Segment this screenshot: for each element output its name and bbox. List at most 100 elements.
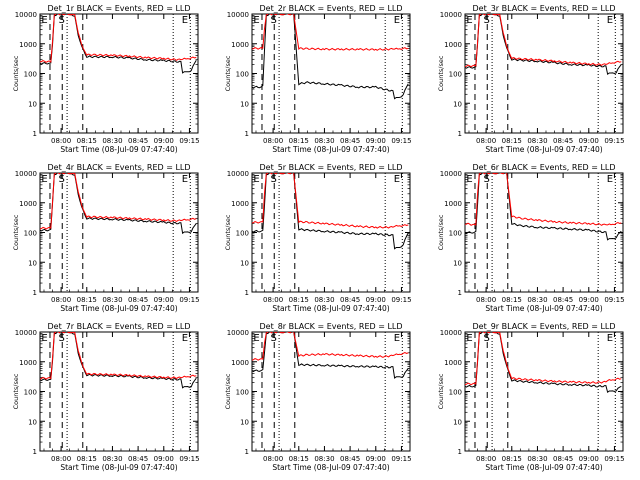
- event-marker-label: E: [253, 333, 259, 344]
- y-tick-label: 1000: [444, 200, 462, 208]
- y-tick-label: 100: [236, 71, 249, 79]
- panel-title: Det_1r BLACK = Events, RED = LLD: [47, 4, 190, 13]
- x-tick-label: 08:15: [77, 296, 97, 304]
- event-marker-label: E: [182, 174, 188, 185]
- event-marker-label: E: [394, 333, 400, 344]
- y-tick-label: 10: [453, 259, 462, 267]
- y-tick-label: 10000: [227, 329, 249, 337]
- x-tick-label: 08:45: [553, 296, 573, 304]
- x-axis-label: Start Time (08-Jul-09 07:47:40): [272, 304, 389, 313]
- x-tick-label: 09:00: [154, 296, 174, 304]
- y-tick-label: 10: [240, 100, 249, 108]
- panel-title: Det_8r BLACK = Events, RED = LLD: [259, 322, 402, 331]
- x-tick-label: 09:00: [366, 296, 386, 304]
- y-tick-label: 10: [28, 418, 37, 426]
- x-tick-label: 09:00: [579, 296, 599, 304]
- event-marker-label: S: [59, 15, 65, 26]
- y-tick-label: 100: [24, 71, 37, 79]
- y-tick-label: 100: [236, 230, 249, 238]
- x-tick-label: 08:45: [340, 137, 360, 145]
- y-axis-label: Counts/sec: [12, 55, 20, 91]
- y-tick-label: 100: [449, 230, 462, 238]
- lld-series-line: [465, 332, 622, 386]
- detector-panel-1: Det_1r BLACK = Events, RED = LLD 1 10 100 10…: [12, 4, 200, 154]
- x-tick-label: 08:45: [553, 137, 573, 145]
- lld-series-line: [40, 14, 197, 63]
- detector-panel-6: Det_6r BLACK = Events, RED = LLD 1 10 100 10…: [437, 163, 625, 313]
- event-marker-label: S: [59, 333, 65, 344]
- x-tick-label: 08:45: [128, 296, 148, 304]
- event-marker-label: E: [41, 15, 47, 26]
- y-tick-label: 1000: [444, 41, 462, 49]
- y-tick-label: 1000: [19, 41, 37, 49]
- x-axis-label: Start Time (08-Jul-09 07:47:40): [485, 463, 602, 472]
- event-marker-label: E: [182, 15, 188, 26]
- lld-series-line: [252, 332, 409, 361]
- x-tick-label: 08:15: [77, 137, 97, 145]
- x-tick-label: 08:30: [314, 137, 334, 145]
- x-tick-label: 09:00: [579, 137, 599, 145]
- x-tick-label: 09:15: [179, 137, 199, 145]
- events-series-line: [465, 332, 622, 394]
- y-tick-label: 10000: [227, 11, 249, 19]
- panel-title: Det_2r BLACK = Events, RED = LLD: [259, 4, 402, 13]
- x-axis-label: Start Time (08-Jul-09 07:47:40): [60, 304, 177, 313]
- y-tick-label: 100: [24, 230, 37, 238]
- x-tick-label: 08:00: [263, 137, 283, 145]
- plot-frame: [39, 331, 199, 452]
- x-tick-label: 09:00: [366, 455, 386, 463]
- y-tick-label: 1: [245, 130, 249, 138]
- x-tick-label: 08:15: [289, 455, 309, 463]
- x-axis-label: Start Time (08-Jul-09 07:47:40): [272, 463, 389, 472]
- x-tick-label: 09:00: [579, 455, 599, 463]
- x-axis-label: Start Time (08-Jul-09 07:47:40): [60, 463, 177, 472]
- x-tick-label: 08:15: [502, 296, 522, 304]
- x-tick-label: 09:15: [391, 455, 411, 463]
- x-tick-label: 08:00: [476, 455, 496, 463]
- x-axis-label: Start Time (08-Jul-09 07:47:40): [485, 304, 602, 313]
- panel-title: Det_4r BLACK = Events, RED = LLD: [47, 163, 190, 172]
- lld-series-line: [40, 173, 197, 230]
- y-axis-label: Counts/sec: [437, 373, 445, 409]
- x-tick-label: 08:45: [128, 137, 148, 145]
- x-tick-label: 08:15: [77, 455, 97, 463]
- detector-panel-5: Det_5r BLACK = Events, RED = LLD 1 10 100 10…: [224, 163, 412, 313]
- lld-series-line: [465, 173, 622, 226]
- x-tick-label: 09:15: [604, 455, 624, 463]
- y-tick-label: 10: [28, 259, 37, 267]
- x-axis-label: Start Time (08-Jul-09 07:47:40): [60, 145, 177, 154]
- x-tick-label: 08:45: [340, 296, 360, 304]
- detector-panel-3: Det_3r BLACK = Events, RED = LLD 1 10 100 10…: [437, 4, 625, 154]
- y-tick-label: 10000: [15, 11, 37, 19]
- y-tick-label: 1: [245, 289, 249, 297]
- x-tick-label: 09:15: [391, 137, 411, 145]
- plot-frame: [39, 172, 199, 293]
- events-series-line: [252, 14, 409, 100]
- x-tick-label: 08:30: [527, 455, 547, 463]
- x-tick-label: 09:15: [179, 455, 199, 463]
- event-marker-label: E: [41, 333, 47, 344]
- y-tick-label: 1: [245, 448, 249, 456]
- event-marker-label: E: [607, 333, 613, 344]
- y-axis-label: Counts/sec: [224, 214, 232, 250]
- x-tick-label: 09:15: [391, 296, 411, 304]
- events-series-line: [252, 332, 409, 379]
- x-axis-label: Start Time (08-Jul-09 07:47:40): [485, 145, 602, 154]
- event-marker-label: S: [271, 15, 277, 26]
- y-tick-label: 100: [24, 389, 37, 397]
- detector-panel-9: Det_9r BLACK = Events, RED = LLD 1 10 100 10…: [437, 322, 625, 472]
- y-tick-label: 10000: [440, 329, 462, 337]
- x-tick-label: 08:30: [102, 455, 122, 463]
- x-tick-label: 08:00: [51, 455, 71, 463]
- x-tick-label: 08:30: [102, 137, 122, 145]
- plot-frame: [464, 13, 624, 134]
- plot-frame: [251, 13, 411, 134]
- y-tick-label: 1000: [19, 200, 37, 208]
- event-marker-label: E: [41, 174, 47, 185]
- event-marker-label: S: [484, 15, 490, 26]
- detector-panel-2: Det_2r BLACK = Events, RED = LLD 1 10 100 10…: [224, 4, 412, 154]
- x-tick-label: 08:30: [527, 296, 547, 304]
- panel-title: Det_6r BLACK = Events, RED = LLD: [472, 163, 615, 172]
- event-marker-label: E: [466, 15, 472, 26]
- event-marker-label: E: [253, 15, 259, 26]
